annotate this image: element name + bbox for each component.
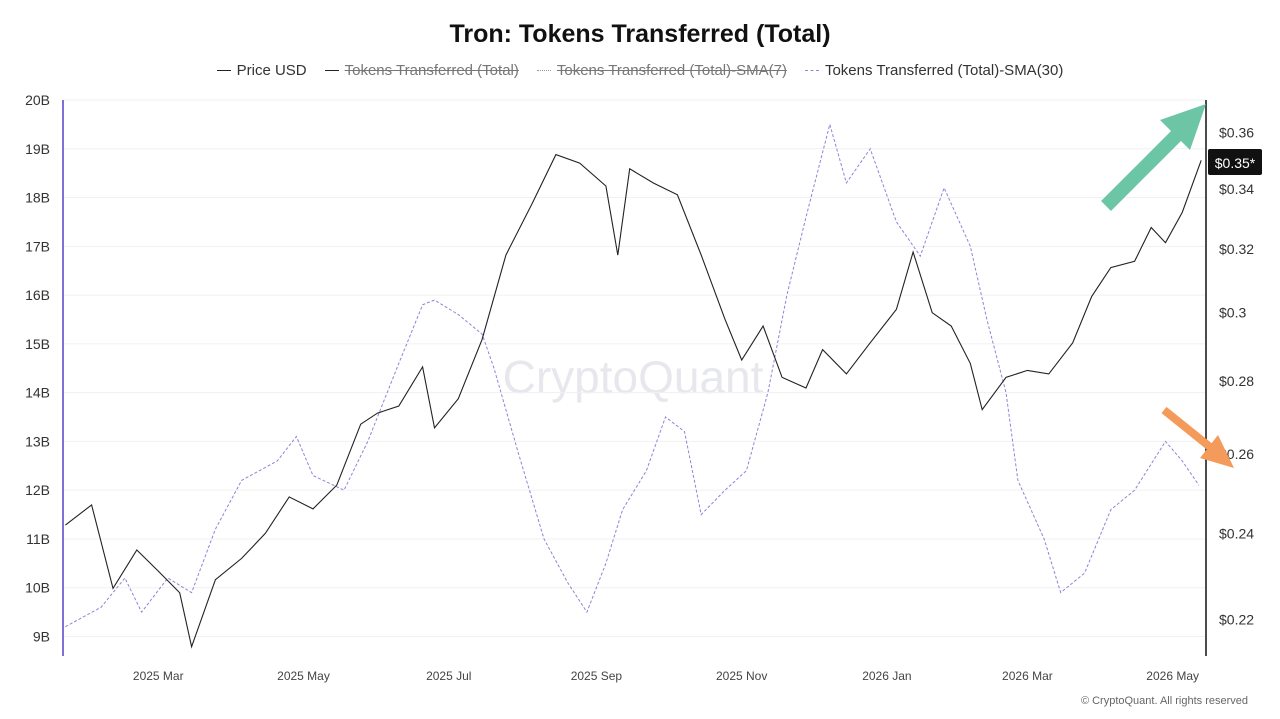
legend-item-sma30[interactable]: Tokens Transferred (Total)-SMA(30) <box>804 62 1064 79</box>
left-tick-label: 13B <box>25 433 50 449</box>
left-tick-label: 16B <box>25 287 50 303</box>
right-tick-label: $0.36 <box>1219 124 1254 140</box>
left-tick-label: 18B <box>25 190 50 206</box>
legend-label-sma7: Tokens Transferred (Total)-SMA(7) <box>556 62 787 79</box>
x-axis-ticks: 2025 Mar 2025 May 2025 Jul 2025 Sep 2025 Nov… <box>133 669 1199 683</box>
right-tick-label: $0.34 <box>1219 181 1254 197</box>
right-axis-ticks: $0.36$0.34$0.32$0.3$0.28$0.26$0.24$0.22 <box>1219 124 1254 627</box>
chart-title: Tron: Tokens Transferred (Total) <box>449 20 831 48</box>
left-tick-label: 10B <box>25 580 50 596</box>
x-tick-label: 2026 May <box>1146 669 1199 683</box>
x-tick-label: 2025 Nov <box>716 669 767 683</box>
legend-item-price-usd[interactable]: Price USD <box>216 62 307 79</box>
green-up-arrow-icon <box>1101 104 1206 211</box>
orange-down-arrow-icon <box>1161 406 1234 468</box>
left-tick-label: 14B <box>25 385 50 401</box>
left-tick-label: 17B <box>25 238 50 254</box>
legend-item-tokens-total[interactable]: Tokens Transferred (Total) <box>324 62 519 79</box>
left-tick-label: 20B <box>25 92 50 108</box>
left-axis-ticks: 20B 19B 18B 17B 16B 15B 14B 13B 12B 11B 10B 9B <box>25 92 50 644</box>
legend-swatch-tokens-total <box>324 70 339 71</box>
left-tick-label: 19B <box>25 141 50 157</box>
right-tick-label: $0.24 <box>1219 525 1254 541</box>
legend-label-sma30: Tokens Transferred (Total)-SMA(30) <box>824 62 1064 79</box>
watermark-text: CryptoQuant <box>503 351 764 403</box>
right-tick-label: $0.3 <box>1219 305 1246 321</box>
series-line-sma30 <box>65 122 1200 628</box>
x-tick-label: 2026 Jan <box>862 669 911 683</box>
legend-item-sma7[interactable]: Tokens Transferred (Total)-SMA(7) <box>536 62 787 79</box>
price-label-text: $0.35* <box>1215 155 1256 171</box>
left-tick-label: 9B <box>33 628 50 644</box>
legend-label-price: Price USD <box>236 62 307 79</box>
series-line-price <box>65 153 1202 649</box>
right-tick-label: $0.28 <box>1219 373 1254 389</box>
legend-swatch-price <box>216 70 231 71</box>
grid-lines <box>63 99 1206 637</box>
x-tick-label: 2025 Jul <box>426 669 471 683</box>
chart-legend: Price USD Tokens Transferred (Total) Tok… <box>0 62 1280 79</box>
price-last-label: $0.35* <box>1208 149 1262 175</box>
left-tick-label: 11B <box>26 531 50 547</box>
x-tick-label: 2025 Mar <box>133 669 184 683</box>
legend-swatch-sma30 <box>804 70 819 71</box>
left-tick-label: 12B <box>25 482 50 498</box>
right-tick-label: $0.32 <box>1219 241 1254 257</box>
x-tick-label: 2026 Mar <box>1002 669 1053 683</box>
price-label-box <box>1208 149 1262 175</box>
left-tick-label: 15B <box>25 336 50 352</box>
footer-copyright: © CryptoQuant. All rights reserved <box>1080 695 1248 707</box>
legend-label-tokens-total: Tokens Transferred (Total) <box>344 62 519 79</box>
legend-swatch-sma7 <box>536 70 551 71</box>
x-tick-label: 2025 May <box>277 669 330 683</box>
x-tick-label: 2025 Sep <box>571 669 623 683</box>
right-tick-label: $0.22 <box>1219 611 1254 627</box>
